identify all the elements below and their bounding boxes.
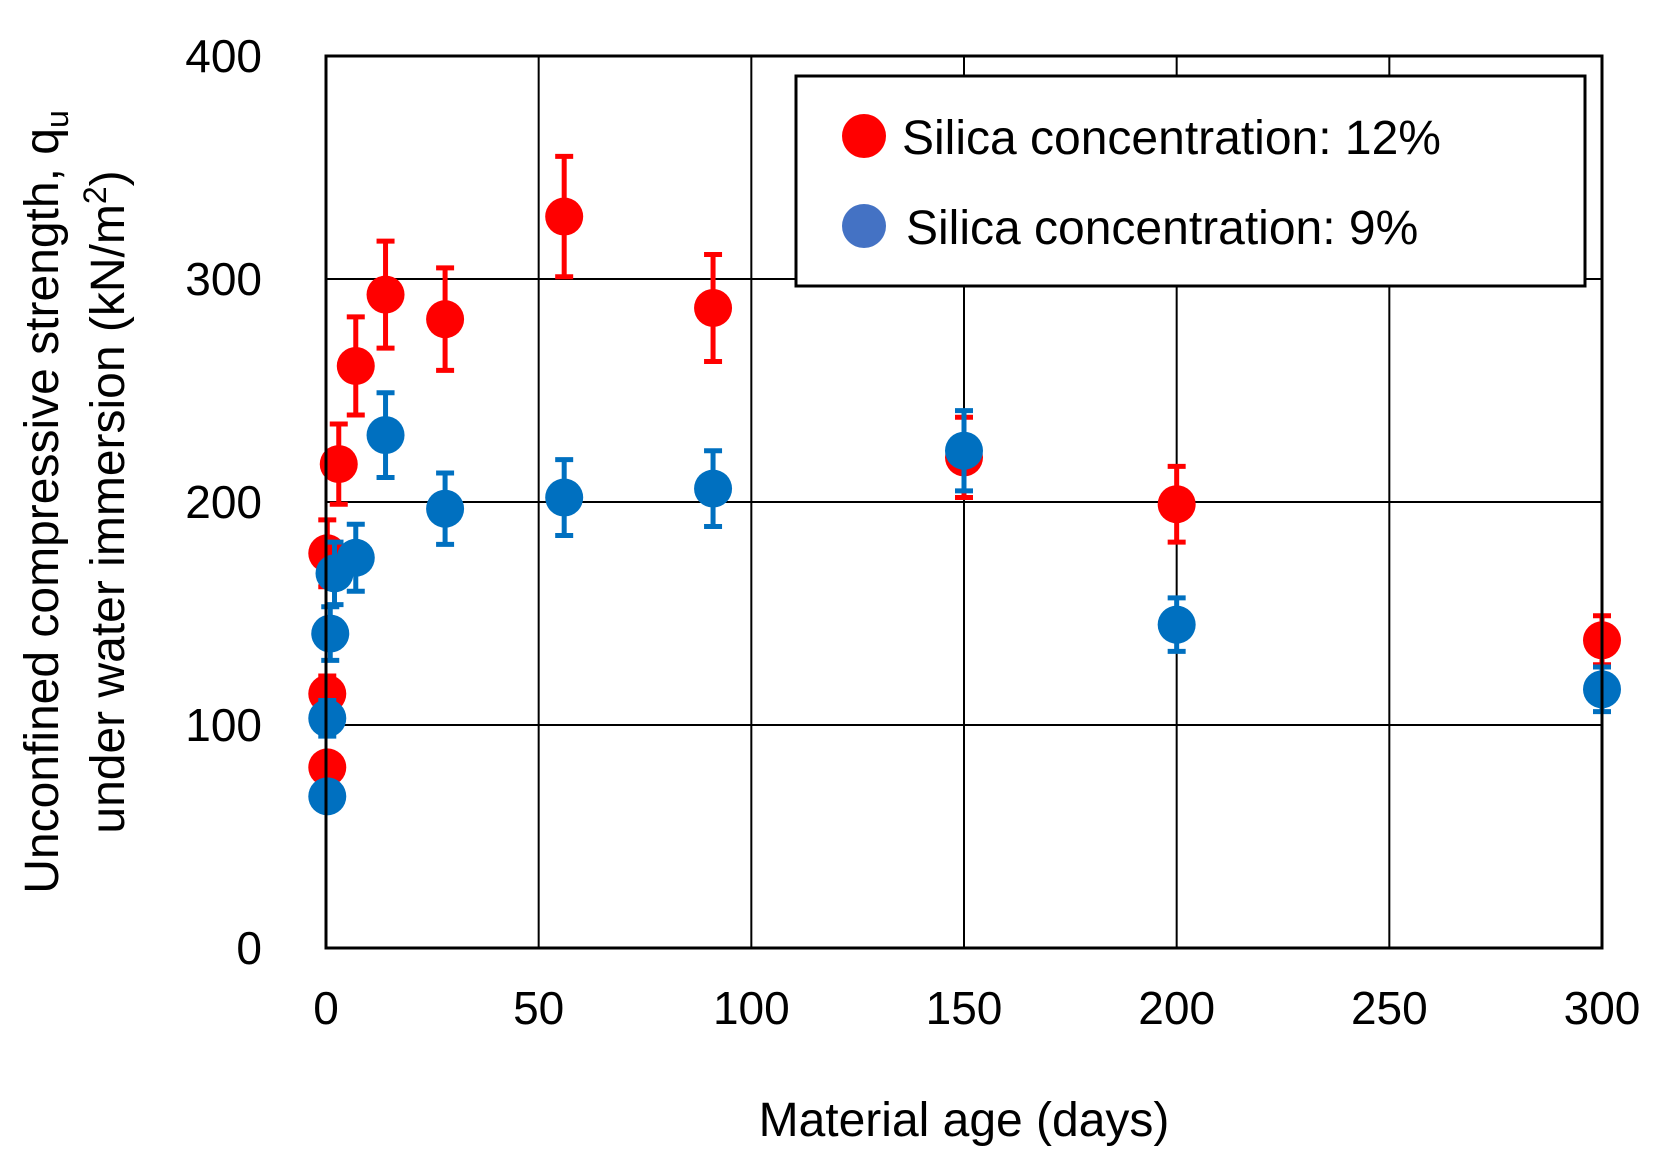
y-tick-labels: 0 100 200 300 400	[185, 30, 262, 974]
y-tick-label: 0	[236, 922, 262, 974]
data-point	[945, 431, 983, 470]
data-point	[545, 197, 584, 236]
legend-marker-12	[842, 114, 886, 158]
x-tick-label: 150	[926, 982, 1003, 1034]
data-point	[366, 416, 405, 455]
legend-marker-9	[842, 204, 886, 248]
x-tick-label: 0	[313, 982, 339, 1034]
data-point	[311, 614, 350, 653]
y-tick-label: 400	[185, 30, 262, 82]
data-point	[426, 489, 465, 528]
data-point	[1157, 485, 1196, 524]
x-tick-label: 250	[1351, 982, 1428, 1034]
x-axis-title: Material age (days)	[759, 1094, 1170, 1147]
legend-label-9: Silica concentration: 9%	[906, 202, 1418, 255]
y-axis-title-line2: under water immersion (kN/m2)	[77, 170, 135, 833]
data-point	[1157, 605, 1196, 644]
y-tick-label: 300	[185, 253, 262, 305]
data-point	[426, 300, 465, 339]
series-0	[308, 153, 1621, 787]
data-point	[694, 288, 733, 327]
y-tick-label: 200	[185, 476, 262, 528]
x-tick-label: 300	[1564, 982, 1641, 1034]
data-point	[545, 478, 584, 517]
data-point	[319, 445, 358, 484]
legend-box	[794, 74, 1587, 288]
data-point	[694, 469, 733, 508]
plot-frame	[324, 54, 1604, 950]
y-tick-label: 100	[185, 699, 262, 751]
data-point	[366, 275, 405, 314]
y-axis-title: Unconfined compressive strength, qu unde…	[16, 110, 135, 894]
x-tick-label: 100	[713, 982, 790, 1034]
legend: Silica concentration: 12% Silica concent…	[794, 74, 1587, 288]
x-tick-label: 200	[1138, 982, 1215, 1034]
x-tick-labels: 0 50 100 150 200 250 300	[313, 982, 1640, 1034]
y-axis-title-line1: Unconfined compressive strength, qu	[16, 110, 75, 894]
x-tick-label: 50	[513, 982, 564, 1034]
legend-label-12: Silica concentration: 12%	[902, 112, 1441, 165]
data-point	[336, 346, 375, 385]
data-point	[336, 538, 375, 577]
